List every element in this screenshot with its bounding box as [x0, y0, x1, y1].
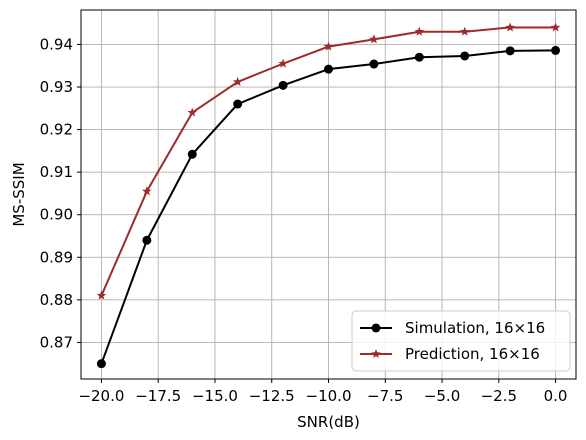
data-point [187, 107, 198, 117]
data-point [369, 59, 379, 69]
data-point [96, 290, 107, 300]
data-point [324, 64, 333, 74]
y-axis-ticks: 0.87 0.88 0.89 0.90 0.91 0.92 0.93 0.94 [40, 35, 81, 351]
y-tick-label: 0.94 [40, 35, 73, 53]
data-point [460, 51, 470, 61]
data-point [414, 26, 425, 36]
legend: Simulation, 16×16 Prediction, 16×16 [351, 310, 571, 372]
data-point [551, 45, 561, 55]
x-tick-label: −10.0 [306, 387, 352, 405]
legend-marker-simulation [371, 323, 381, 333]
legend-marker-prediction [371, 349, 381, 359]
data-point [323, 41, 334, 51]
x-axis-ticks: −20.0 −17.5 −15.0 −12.5 −10.0 −7.5 −5.0 −2.5 0.0 [78, 379, 567, 405]
data-point [505, 22, 515, 32]
x-tick-label: −15.0 [192, 387, 238, 405]
y-tick-label: 0.92 [40, 121, 73, 139]
legend-box [351, 310, 571, 372]
x-tick-label: −17.5 [135, 387, 181, 405]
data-point [142, 186, 152, 196]
y-tick-label: 0.87 [40, 333, 73, 351]
y-axis-label: MS-SSIM [10, 162, 28, 226]
data-point [414, 52, 424, 62]
data-point [459, 26, 470, 36]
data-point [142, 235, 152, 245]
series-layer [96, 22, 561, 369]
legend-label-simulation: Simulation, 16×16 [405, 319, 545, 337]
data-point [278, 80, 288, 90]
data-point [233, 99, 243, 109]
data-point [369, 34, 379, 44]
x-tick-label: −5.0 [424, 387, 460, 405]
x-tick-label: −7.5 [367, 387, 403, 405]
x-tick-label: −12.5 [249, 387, 295, 405]
data-point [96, 359, 106, 369]
data-point [505, 46, 515, 56]
data-point [187, 149, 197, 159]
x-tick-label: −2.5 [481, 387, 517, 405]
data-point [232, 76, 243, 86]
y-tick-label: 0.90 [40, 206, 73, 224]
y-tick-label: 0.91 [40, 163, 73, 181]
y-tick-label: 0.88 [40, 291, 73, 309]
x-axis-label: SNR(dB) [297, 413, 360, 431]
y-tick-label: 0.89 [40, 248, 73, 266]
legend-label-prediction: Prediction, 16×16 [405, 345, 540, 363]
x-tick-label: 0.0 [544, 387, 568, 405]
x-tick-label: −20.0 [78, 387, 124, 405]
data-point [278, 58, 288, 68]
y-tick-label: 0.93 [40, 78, 73, 96]
data-point [550, 22, 561, 32]
